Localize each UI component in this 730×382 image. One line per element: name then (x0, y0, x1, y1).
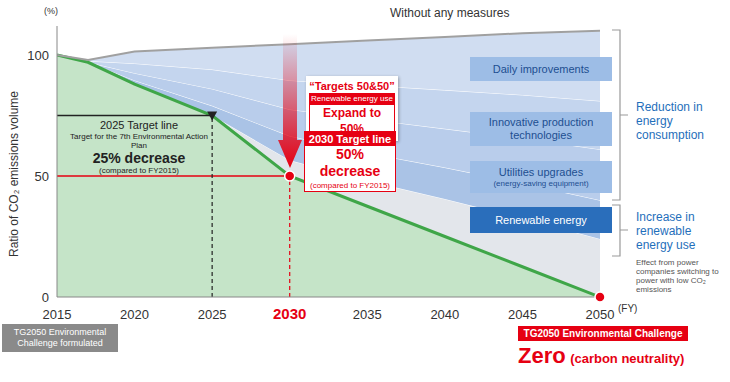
html-text:“Targets 50&50”: “Targets 50&50” (309, 80, 395, 92)
html-text:Target for the 7th Environment: Target for the 7th Environmental Action … (70, 132, 208, 150)
html-text:Ratio of CO₂ emissions volume: Ratio of CO₂ emissions volume (7, 91, 21, 257)
svg-text:2030: 2030 (273, 305, 306, 322)
html-text:(energy-saving equipment): (energy-saving equipment) (493, 178, 589, 188)
html-text:Expand to 50%: Expand to 50% (323, 106, 381, 136)
html-text:50% decrease: 50% decrease (319, 146, 381, 179)
html-text:2030 Target line: 2030 Target line (308, 133, 392, 145)
html-text:Reduction in energy consumptio: Reduction in energy consumption (636, 100, 704, 142)
html-text:Without any measures: Without any measures (390, 6, 510, 20)
svg-text:2020: 2020 (120, 307, 149, 322)
html-text:2025 Target line: 2025 Target line (100, 119, 178, 131)
html-text:Innovative production technolo: Innovative production technologies (488, 116, 594, 141)
html-text:Utilities upgrades: Utilities upgrades (498, 165, 584, 178)
html-text:(FY): (FY) (618, 303, 638, 314)
html-text:Increase in renewable energy u: Increase in renewable energy use (636, 210, 696, 252)
svg-text:2015: 2015 (43, 307, 72, 322)
html-text:Effect from power companies sw: Effect from power companies switching to… (636, 258, 719, 294)
svg-text:2050: 2050 (586, 307, 615, 322)
svg-text:2025: 2025 (198, 307, 227, 322)
html-text:Daily improvements: Daily improvements (492, 62, 590, 75)
html-text:Renewable energy use: Renewable energy use (311, 94, 393, 103)
svg-text:2035: 2035 (353, 307, 382, 322)
svg-text:2045: 2045 (508, 307, 537, 322)
svg-text:2040: 2040 (430, 307, 459, 322)
html-text:(compared to FY2015): (compared to FY2015) (99, 166, 179, 175)
html-text:TG2050 Environmental Challenge: TG2050 Environmental Challenge (523, 328, 683, 339)
html-text:Zero (carbon neutrality): Zero (carbon neutrality) (518, 343, 685, 368)
svg-text:0: 0 (42, 290, 49, 305)
html-text:25% decrease: 25% decrease (92, 150, 186, 166)
svg-text:100: 100 (27, 48, 49, 63)
html-text:Renewable energy: Renewable energy (495, 213, 587, 226)
svg-text:50: 50 (35, 169, 49, 184)
html-text:TG2050 Environmental Challenge: TG2050 Environmental Challenge formulate… (13, 327, 107, 348)
html-text:(compared to FY2015): (compared to FY2015) (310, 181, 390, 190)
